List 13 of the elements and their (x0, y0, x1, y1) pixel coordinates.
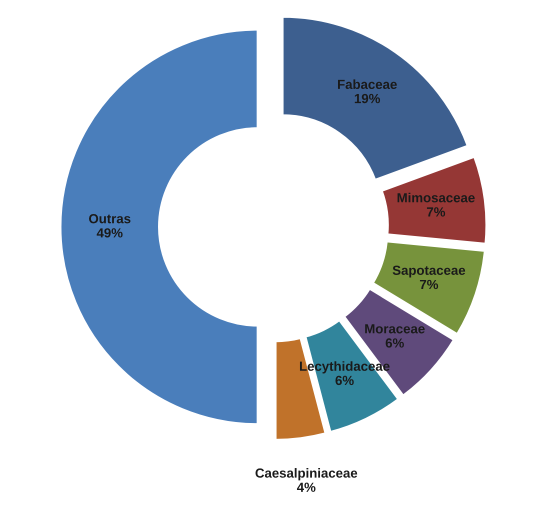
slice-label: Caesalpiniaceae (256, 468, 358, 480)
slice-label: Fabaceae (338, 79, 397, 90)
slice-label: Mimosaceae (398, 192, 475, 202)
data-label: 6% (336, 376, 354, 386)
data-label: 7% (426, 207, 446, 217)
slice-label: Outras (89, 214, 130, 224)
slice-label: Sapotaceae (392, 266, 466, 278)
slice-label: Moraceae (365, 324, 425, 334)
data-label: 6% (386, 338, 404, 348)
data-label: 19% (354, 94, 380, 104)
data-label: 7% (420, 280, 438, 290)
data-label: 49% (96, 228, 123, 238)
data-label: 4% (296, 482, 316, 492)
